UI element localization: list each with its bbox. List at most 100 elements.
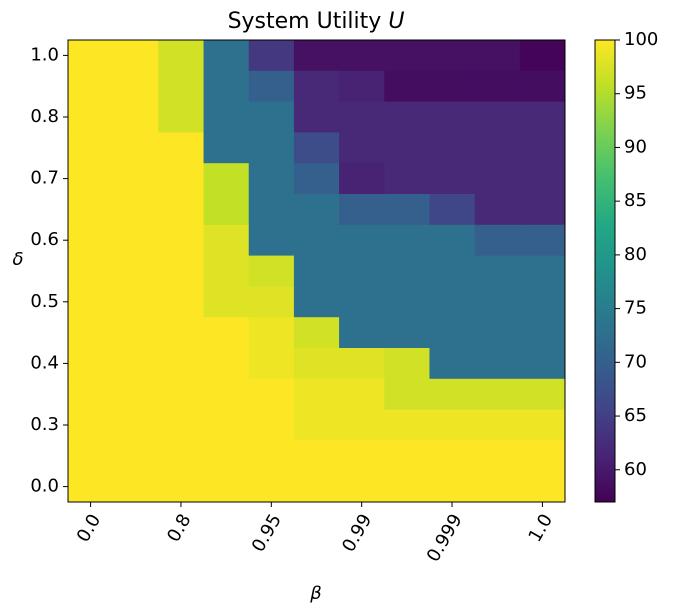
heatmap-cell — [68, 378, 114, 411]
heatmap-cell — [384, 132, 430, 164]
heatmap-cell — [519, 471, 566, 503]
heatmap-cell — [158, 317, 205, 349]
x-tick-label: 0.999 — [423, 511, 467, 566]
heatmap-cell — [203, 194, 250, 226]
heatmap-cell — [293, 471, 340, 503]
heatmap-cell — [293, 101, 340, 133]
heatmap-cell — [113, 70, 159, 103]
plot-frame — [67, 39, 566, 503]
heatmap-cell — [158, 348, 205, 380]
heatmap-cell — [474, 40, 521, 72]
heatmap-cell — [293, 70, 340, 103]
heatmap-cell — [68, 70, 114, 103]
heatmap-cell — [158, 409, 205, 441]
heatmap-cell — [519, 317, 566, 349]
heatmap-cell — [113, 132, 159, 164]
heatmap-cell — [113, 163, 159, 195]
heatmap-cell — [429, 409, 476, 441]
heatmap-cell — [293, 286, 340, 318]
heatmap-cell — [248, 194, 295, 226]
heatmap-cell — [339, 70, 385, 103]
heatmap-cell — [203, 132, 250, 164]
colorbar-tick-label: 60 — [624, 459, 647, 480]
heatmap-cell — [293, 348, 340, 380]
heatmap-cell — [384, 317, 430, 349]
heatmap-cell — [429, 348, 476, 380]
y-tick-label: 0.0 — [30, 476, 59, 497]
heatmap-cell — [339, 194, 385, 226]
heatmap-cell — [158, 132, 205, 164]
x-tick-label: 0.0 — [73, 511, 106, 546]
heatmap-cell — [429, 40, 476, 72]
heatmap-cell — [474, 317, 521, 349]
heatmap-cell — [293, 163, 340, 195]
colorbar-tick-label: 70 — [624, 351, 647, 372]
heatmap-cell — [474, 132, 521, 164]
x-tick-label: 0.8 — [163, 511, 196, 546]
heatmap-cell — [429, 101, 476, 133]
heatmap-cell — [158, 70, 205, 103]
heatmap-cell — [384, 409, 430, 441]
y-tick-label: 0.3 — [30, 414, 59, 435]
heatmap-cell — [203, 163, 250, 195]
heatmap-cell — [293, 317, 340, 349]
heatmap-cell — [68, 194, 114, 226]
heatmap-cell — [339, 348, 385, 380]
heatmap-cell — [68, 224, 114, 257]
heatmap-cell — [113, 40, 159, 72]
heatmap-cell — [113, 224, 159, 257]
heatmap-cell — [113, 378, 159, 411]
x-axis-label: β — [309, 583, 322, 604]
heatmap-cell — [474, 255, 521, 287]
colorbar-tick-label: 85 — [624, 190, 647, 211]
heatmap-cell — [474, 471, 521, 503]
heatmap-cell — [519, 378, 566, 411]
heatmap-cell — [113, 194, 159, 226]
heatmap-cell — [248, 440, 295, 472]
y-tick-label: 0.4 — [30, 352, 59, 373]
heatmap-cell — [293, 224, 340, 257]
heatmap-cell — [203, 348, 250, 380]
y-tick-label: 0.6 — [30, 229, 59, 250]
heatmap-cell — [519, 255, 566, 287]
heatmap-cell — [474, 101, 521, 133]
heatmap-cell — [293, 255, 340, 287]
heatmap-cell — [68, 255, 114, 287]
colorbar-tick-label: 65 — [624, 405, 647, 426]
heatmap-cell — [68, 40, 114, 72]
heatmap-cell — [339, 440, 385, 472]
heatmap-cell — [113, 440, 159, 472]
heatmap-cell — [474, 194, 521, 226]
heatmap-cell — [519, 70, 566, 103]
title-text: System Utility — [228, 9, 382, 34]
x-tick-label: 1.0 — [525, 511, 558, 546]
heatmap-cell — [68, 132, 114, 164]
y-tick-label: 1.0 — [30, 44, 59, 65]
heatmap-cell — [429, 471, 476, 503]
heatmap-cell — [203, 101, 250, 133]
heatmap-cell — [519, 101, 566, 133]
heatmap-cell — [113, 409, 159, 441]
heatmap-cell — [248, 132, 295, 164]
heatmap-cell — [158, 163, 205, 195]
heatmap-cell — [474, 378, 521, 411]
heatmap-cell — [158, 440, 205, 472]
heatmap-cell — [293, 40, 340, 72]
heatmap-cell — [203, 70, 250, 103]
heatmap-cell — [113, 286, 159, 318]
colorbar-tick-label: 90 — [624, 136, 647, 157]
heatmap-cell — [384, 440, 430, 472]
heatmap-cell — [113, 255, 159, 287]
heatmap-cell — [429, 224, 476, 257]
heatmap-cell — [68, 101, 114, 133]
heatmap-cell — [158, 255, 205, 287]
heatmap-cell — [474, 409, 521, 441]
y-tick-label: 0.5 — [30, 291, 59, 312]
x-tick-label: 0.99 — [338, 511, 376, 556]
heatmap-cell — [203, 224, 250, 257]
heatmap-cell — [248, 255, 295, 287]
heatmap-cell — [339, 255, 385, 287]
heatmap-cell — [474, 286, 521, 318]
heatmap-cell — [519, 286, 566, 318]
heatmap-cell — [384, 255, 430, 287]
